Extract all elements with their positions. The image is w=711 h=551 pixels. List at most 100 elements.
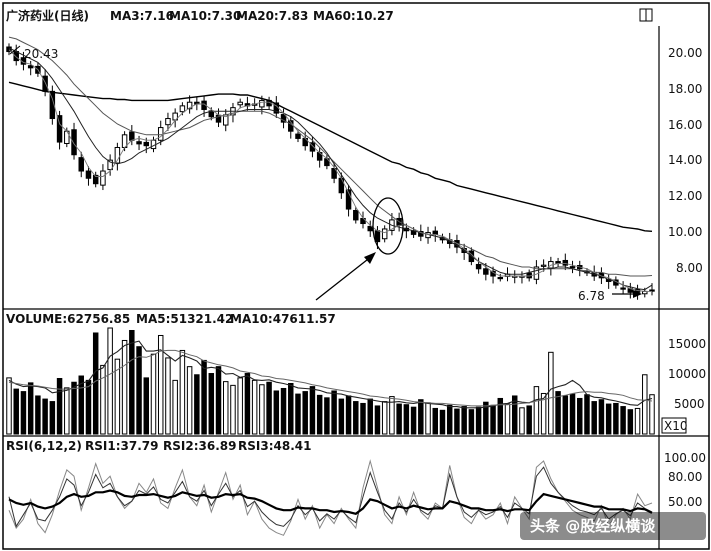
panel-toggle-icon[interactable] <box>639 8 653 22</box>
volume-ma5-label: MA5:51321.42 <box>136 312 233 326</box>
volume-bar <box>360 402 366 435</box>
volume-bar <box>642 374 648 435</box>
candle-body <box>237 101 243 106</box>
candle-body <box>259 99 265 108</box>
candlestick <box>605 274 612 289</box>
candle-body <box>179 105 186 113</box>
volume-bar <box>35 395 41 435</box>
volume-bar <box>331 390 337 435</box>
rsi-tick-label: 80.00 <box>668 470 702 484</box>
volume-bar <box>244 373 251 435</box>
volume-label: VOLUME:62756.85 <box>6 312 130 326</box>
candlestick <box>78 151 84 178</box>
volume-bar <box>165 357 171 435</box>
volume-bar <box>598 399 605 435</box>
volume-y-axis: 15000 10000 5000 X10 <box>661 337 706 434</box>
price-y-axis: 20.00 18.00 16.00 14.00 12.00 10.00 8.00 <box>668 46 703 275</box>
candlestick <box>56 110 63 150</box>
volume-bar <box>78 375 84 435</box>
rsi1-line <box>8 466 653 528</box>
candlestick <box>353 206 359 224</box>
volume-bar <box>114 358 121 435</box>
candle-body <box>280 114 287 123</box>
ma10-line <box>8 47 653 291</box>
volume-bar <box>223 381 229 435</box>
candlestick <box>540 259 547 272</box>
candle-body <box>136 141 142 145</box>
candlestick <box>367 220 373 237</box>
volume-ma5-line <box>8 340 653 409</box>
candle-body <box>100 170 106 186</box>
volume-tick-label: 10000 <box>668 367 706 381</box>
volume-bar <box>324 397 330 435</box>
price-tick-label: 18.00 <box>668 82 702 96</box>
low-price-label: 6.78 <box>578 289 605 303</box>
volume-bar <box>540 392 547 435</box>
candle-body <box>569 266 576 269</box>
volume-bar <box>497 397 504 435</box>
rsi2-line <box>8 489 653 515</box>
ma20-label: MA20:7.83 <box>236 9 308 23</box>
candlestick <box>483 262 489 281</box>
volume-bar <box>302 391 308 435</box>
volume-bar <box>439 409 446 435</box>
candle-body <box>92 174 99 185</box>
volume-bar <box>121 339 128 435</box>
candlestick <box>497 273 504 282</box>
price-tick-label: 12.00 <box>668 189 702 203</box>
volume-bar <box>288 382 294 435</box>
volume-bar <box>6 377 12 435</box>
candlestick <box>345 185 352 217</box>
volume-tick-label: 15000 <box>668 337 706 351</box>
volume-bar <box>548 351 554 435</box>
price-tick-label: 14.00 <box>668 153 702 167</box>
volume-bar <box>316 394 323 435</box>
volume-bar <box>410 406 417 435</box>
volume-bar <box>454 408 460 435</box>
volume-bar <box>374 405 381 435</box>
volume-bar <box>237 377 243 435</box>
candlestick <box>85 166 92 186</box>
candlestick <box>533 260 540 285</box>
candlestick <box>569 260 576 274</box>
candle-body <box>56 115 63 143</box>
candlestick <box>519 271 525 284</box>
candle-body <box>295 133 301 139</box>
candle-body <box>483 268 489 275</box>
volume-bar <box>266 381 272 435</box>
volume-ma10-line <box>8 349 653 407</box>
candlestick <box>100 164 106 191</box>
volume-bar <box>136 346 142 435</box>
volume-bar <box>468 409 475 435</box>
candle-body <box>64 130 70 145</box>
price-panel <box>6 36 655 300</box>
ma3-label: MA3:7.16 <box>110 9 174 23</box>
rsi-y-axis: 100.00 80.00 50.00 <box>664 451 706 509</box>
watermark: 头条 @股经纵横谈 <box>520 512 706 540</box>
volume-bar <box>569 393 576 435</box>
candle-body <box>114 146 121 164</box>
candle-body <box>374 230 381 243</box>
candlestick <box>223 109 229 132</box>
volume-bar <box>186 366 193 435</box>
candlestick <box>194 96 200 111</box>
ma10-label: MA10:7.30 <box>169 9 241 23</box>
candlestick <box>295 130 301 143</box>
volume-bar <box>533 386 540 435</box>
volume-bar <box>403 404 410 435</box>
volume-bar <box>526 405 532 435</box>
ma20-line <box>8 36 653 277</box>
volume-bar <box>620 406 626 435</box>
volume-bar <box>49 401 56 435</box>
rsi-tick-label: 100.00 <box>664 451 706 465</box>
candlestick <box>92 171 99 188</box>
volume-bar <box>432 407 438 435</box>
volume-bar <box>280 387 287 435</box>
volume-bar <box>56 378 63 435</box>
price-tick-label: 16.00 <box>668 118 702 132</box>
volume-bar <box>143 377 150 435</box>
candle-body <box>497 276 504 280</box>
volume-bar <box>42 398 48 435</box>
candlestick <box>280 108 287 129</box>
